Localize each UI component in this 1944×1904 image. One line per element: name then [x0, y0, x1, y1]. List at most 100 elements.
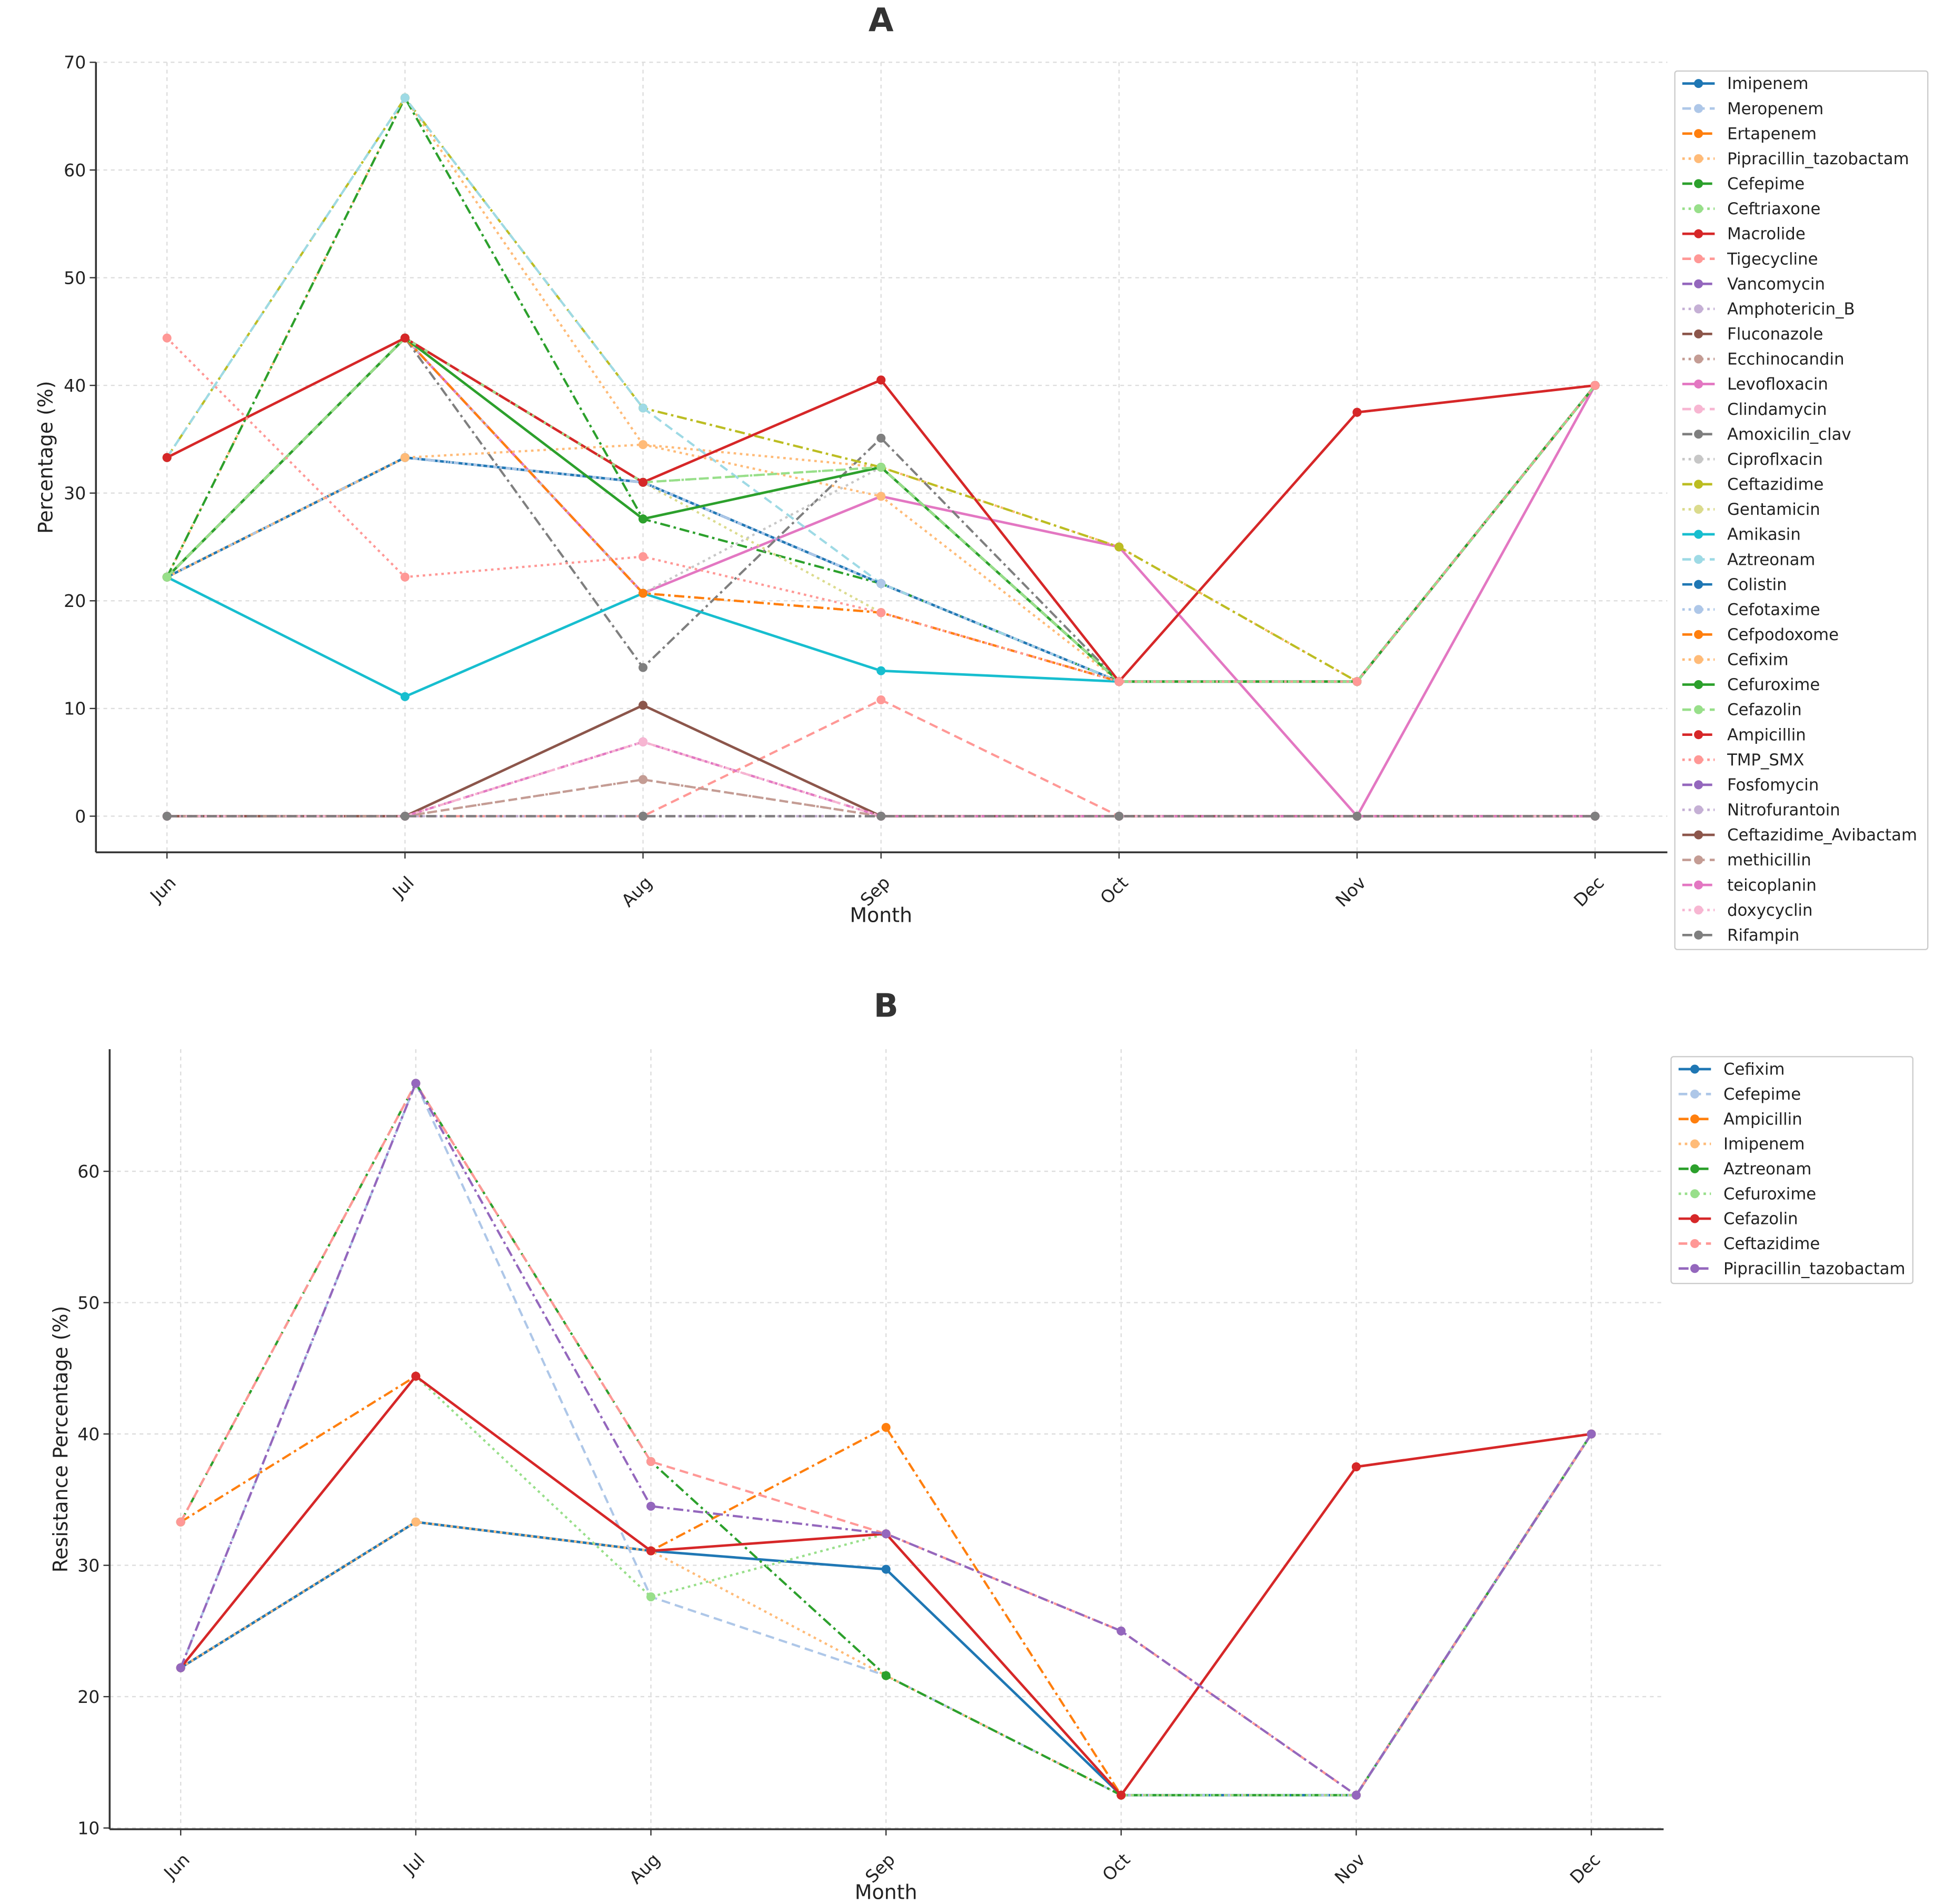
legend-item: Ertapenem [1682, 124, 1817, 143]
legend-item: Ceftazidime_Avibactam [1682, 826, 1917, 845]
legend-label: Ecchinocandin [1727, 350, 1844, 369]
legend-label: Ciproflxacin [1727, 450, 1823, 469]
legend-marker [1690, 1239, 1700, 1248]
legend-marker [1694, 504, 1703, 514]
y-tick-label: 60 [77, 1161, 99, 1182]
y-tick-label: 20 [64, 591, 86, 611]
data-point [881, 1529, 891, 1539]
legend-label: Cefotaxime [1727, 600, 1820, 619]
legend-marker [1694, 430, 1703, 439]
legend-marker [1690, 1064, 1700, 1074]
legend-label: Amikasin [1727, 525, 1801, 544]
legend-label: Ceftriaxone [1727, 200, 1820, 218]
data-point [1587, 1429, 1596, 1439]
data-point [876, 492, 886, 501]
legend-marker [1694, 304, 1703, 314]
legend-marker [1694, 605, 1703, 614]
data-point [411, 1517, 421, 1527]
legend-marker [1690, 1264, 1700, 1273]
legend-marker [1694, 129, 1703, 138]
legend-marker [1694, 680, 1703, 690]
series-doxycyclin [162, 737, 1600, 821]
legend-label: Pipracillin_tazobactam [1727, 149, 1909, 168]
data-point [1114, 542, 1124, 552]
series-teicoplanin [162, 737, 1600, 821]
series-line [166, 336, 1596, 683]
legend-label: Rifampin [1727, 926, 1799, 945]
legend-marker [1690, 1189, 1700, 1199]
legend-marker [1694, 655, 1703, 664]
legend-marker [1694, 154, 1703, 163]
legend-label: Amoxicilin_clav [1727, 425, 1851, 444]
data-point [639, 811, 648, 821]
legend-item: Cefazolin [1682, 701, 1802, 720]
legend-marker [1690, 1214, 1700, 1223]
data-point [876, 579, 886, 589]
y-tick-label: 30 [77, 1555, 99, 1576]
x-tick-label: Dec [1566, 1849, 1604, 1888]
legend-item: Pipracillin_tazobactam [1678, 1259, 1906, 1278]
x-tick-label: Jul [388, 872, 418, 902]
legend-label: Colistin [1727, 575, 1787, 594]
y-tick-label: 10 [64, 699, 86, 719]
data-point [646, 1501, 656, 1511]
y-axis-label: Percentage (%) [34, 381, 57, 534]
series-clindamycin [162, 737, 1600, 821]
data-point [400, 333, 410, 343]
x-tick-label: Nov [1331, 872, 1370, 911]
legend: Cefixim Cefepime Ampicillin Imipenem Aztreon… [1670, 1056, 1914, 1284]
y-tick-label: 0 [75, 806, 86, 826]
series-rifampin [162, 811, 1600, 821]
data-point [1351, 1790, 1361, 1800]
legend-label: Clindamycin [1727, 400, 1827, 419]
legend-label: Aztreonam [1723, 1160, 1811, 1179]
series-line [166, 336, 1596, 684]
legend-item: Rifampin [1682, 926, 1799, 945]
legend-marker [1694, 279, 1703, 288]
x-tick-label: Nov [1331, 1849, 1369, 1888]
legend-marker [1694, 905, 1703, 915]
legend-label: methicillin [1727, 851, 1811, 870]
series-line [166, 336, 1596, 683]
y-axis-label: Resistance Percentage (%) [49, 1306, 72, 1573]
x-tick-label: Jun [145, 872, 180, 907]
legend-item: Ampicillin [1678, 1110, 1802, 1129]
legend-item: Amoxicilin_clav [1682, 425, 1851, 444]
legend-label: Nitrofurantoin [1727, 801, 1840, 820]
data-point [1590, 811, 1600, 821]
legend-item: Aztreonam [1678, 1160, 1811, 1179]
legend-marker [1694, 830, 1703, 840]
legend-label: Amphotericin_B [1727, 300, 1855, 318]
data-point [639, 552, 648, 561]
data-point [639, 737, 648, 746]
legend-label: teicoplanin [1727, 876, 1817, 895]
legend-item: Ceftazidime [1678, 1234, 1820, 1253]
legend-item: Fluconazole [1682, 325, 1823, 344]
data-point [400, 811, 410, 821]
data-point [639, 514, 648, 524]
data-point [639, 440, 648, 450]
legend-item: Colistin [1682, 575, 1787, 594]
data-point [639, 775, 648, 784]
y-tick-label: 30 [64, 483, 86, 504]
legend-marker [1694, 204, 1703, 214]
data-point [1351, 1462, 1361, 1472]
legend-item: Pipracillin_tazobactam [1682, 149, 1909, 168]
y-tick-label: 40 [64, 375, 86, 396]
data-point [876, 463, 886, 472]
data-point [400, 93, 410, 103]
data-point [876, 608, 886, 617]
data-point [1114, 811, 1124, 821]
legend-marker [1694, 630, 1703, 639]
data-point [646, 1592, 656, 1602]
legend-label: Macrolide [1727, 225, 1806, 244]
data-point [400, 692, 410, 701]
legend-item: Cefotaxime [1682, 600, 1820, 619]
legend-marker [1694, 930, 1703, 940]
data-point [876, 375, 886, 385]
series-line [166, 336, 1596, 683]
legend-label: Levofloxacin [1727, 375, 1828, 394]
legend-marker [1694, 555, 1703, 564]
